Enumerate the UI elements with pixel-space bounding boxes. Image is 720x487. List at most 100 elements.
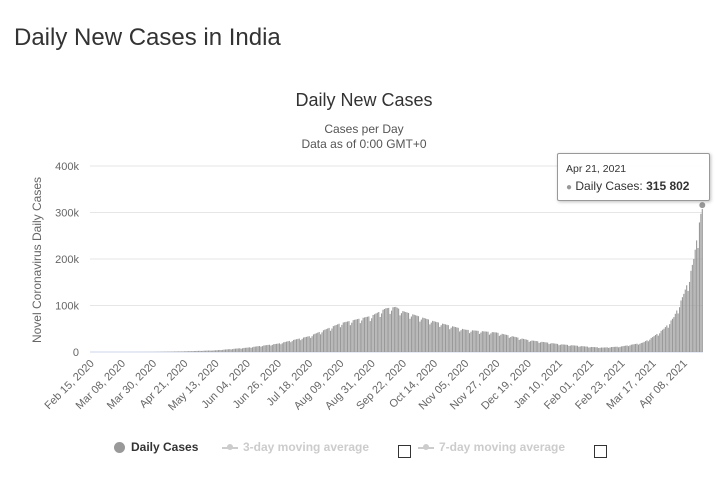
bar[interactable] <box>473 330 475 352</box>
bar[interactable] <box>392 307 394 352</box>
bar[interactable] <box>633 344 635 352</box>
bar[interactable] <box>261 346 263 352</box>
bar[interactable] <box>674 313 676 352</box>
bar[interactable] <box>334 325 336 352</box>
bar[interactable] <box>595 347 597 352</box>
bar[interactable] <box>355 319 357 352</box>
bar[interactable] <box>608 347 610 352</box>
bar[interactable] <box>442 323 444 352</box>
bar[interactable] <box>425 318 427 352</box>
bar[interactable] <box>182 351 184 352</box>
bar[interactable] <box>342 322 344 352</box>
bar[interactable] <box>426 318 428 352</box>
bar[interactable] <box>322 330 324 352</box>
bar[interactable] <box>209 350 211 353</box>
bar[interactable] <box>284 341 286 352</box>
bar[interactable] <box>481 331 483 352</box>
bar[interactable] <box>329 330 332 352</box>
bar[interactable] <box>446 324 448 352</box>
bar[interactable] <box>432 320 434 352</box>
bar[interactable] <box>183 351 185 352</box>
bar[interactable] <box>693 259 695 352</box>
bar[interactable] <box>190 351 193 352</box>
bar[interactable] <box>186 351 188 352</box>
bar[interactable] <box>637 344 639 352</box>
bar[interactable] <box>268 344 271 352</box>
legend-item-7-day-average[interactable]: 7-day moving average <box>418 440 565 454</box>
bar[interactable] <box>571 345 573 352</box>
bar[interactable] <box>696 240 698 352</box>
legend-item-daily-cases[interactable]: Daily Cases <box>114 440 198 454</box>
bar[interactable] <box>388 307 390 352</box>
bar[interactable] <box>461 328 464 352</box>
bar[interactable] <box>581 346 583 352</box>
bar[interactable] <box>635 343 637 352</box>
bar[interactable] <box>233 348 235 352</box>
bar[interactable] <box>683 293 685 353</box>
bar[interactable] <box>297 338 299 352</box>
bar[interactable] <box>368 316 370 352</box>
bar[interactable] <box>459 331 461 353</box>
bar[interactable] <box>354 319 356 352</box>
bar[interactable] <box>463 329 465 352</box>
bar[interactable] <box>277 343 279 352</box>
bar[interactable] <box>575 345 577 352</box>
bar[interactable] <box>325 329 327 352</box>
bar[interactable] <box>576 345 578 352</box>
bar[interactable] <box>247 347 249 352</box>
bar[interactable] <box>596 347 598 352</box>
bar[interactable] <box>680 300 682 352</box>
bar[interactable] <box>537 341 539 352</box>
bar[interactable] <box>552 343 554 352</box>
bar[interactable] <box>189 351 191 352</box>
bar[interactable] <box>351 322 353 352</box>
bar[interactable] <box>466 329 468 352</box>
bar[interactable] <box>239 348 241 352</box>
bar[interactable] <box>419 321 421 352</box>
bar[interactable] <box>606 347 608 352</box>
bar[interactable] <box>476 330 478 352</box>
bar[interactable] <box>514 336 516 352</box>
bar[interactable] <box>344 322 346 352</box>
bar[interactable] <box>593 347 595 352</box>
bar[interactable] <box>222 349 224 352</box>
bar[interactable] <box>605 347 607 352</box>
bar[interactable] <box>495 332 498 352</box>
bar[interactable] <box>341 324 343 352</box>
bar[interactable] <box>659 333 661 352</box>
bar[interactable] <box>273 344 275 352</box>
bar[interactable] <box>521 338 523 352</box>
bar[interactable] <box>315 333 317 352</box>
bar[interactable] <box>301 338 303 352</box>
bar[interactable] <box>671 318 674 352</box>
bar[interactable] <box>175 351 177 352</box>
bar[interactable] <box>697 248 699 352</box>
bar[interactable] <box>494 332 496 352</box>
bar[interactable] <box>430 322 432 352</box>
bar[interactable] <box>639 343 641 352</box>
bar[interactable] <box>467 329 469 352</box>
bar[interactable] <box>625 345 627 352</box>
bar[interactable] <box>188 351 190 352</box>
bar[interactable] <box>276 343 278 352</box>
bar[interactable] <box>544 342 546 352</box>
bar[interactable] <box>681 297 683 352</box>
bar[interactable] <box>395 306 397 352</box>
bar[interactable] <box>200 350 202 352</box>
bar[interactable] <box>219 349 221 352</box>
bar[interactable] <box>179 351 181 352</box>
bar[interactable] <box>206 350 208 352</box>
bar[interactable] <box>283 342 285 352</box>
bar[interactable] <box>619 346 621 352</box>
bar[interactable] <box>644 341 647 352</box>
bar[interactable] <box>413 314 415 352</box>
bar[interactable] <box>610 347 613 352</box>
bar[interactable] <box>528 341 530 352</box>
bar[interactable] <box>375 313 377 353</box>
bar[interactable] <box>337 324 339 352</box>
bar[interactable] <box>217 350 219 352</box>
bar[interactable] <box>210 350 212 352</box>
bar[interactable] <box>256 346 258 352</box>
bar[interactable] <box>243 347 245 352</box>
bar[interactable] <box>541 341 543 352</box>
